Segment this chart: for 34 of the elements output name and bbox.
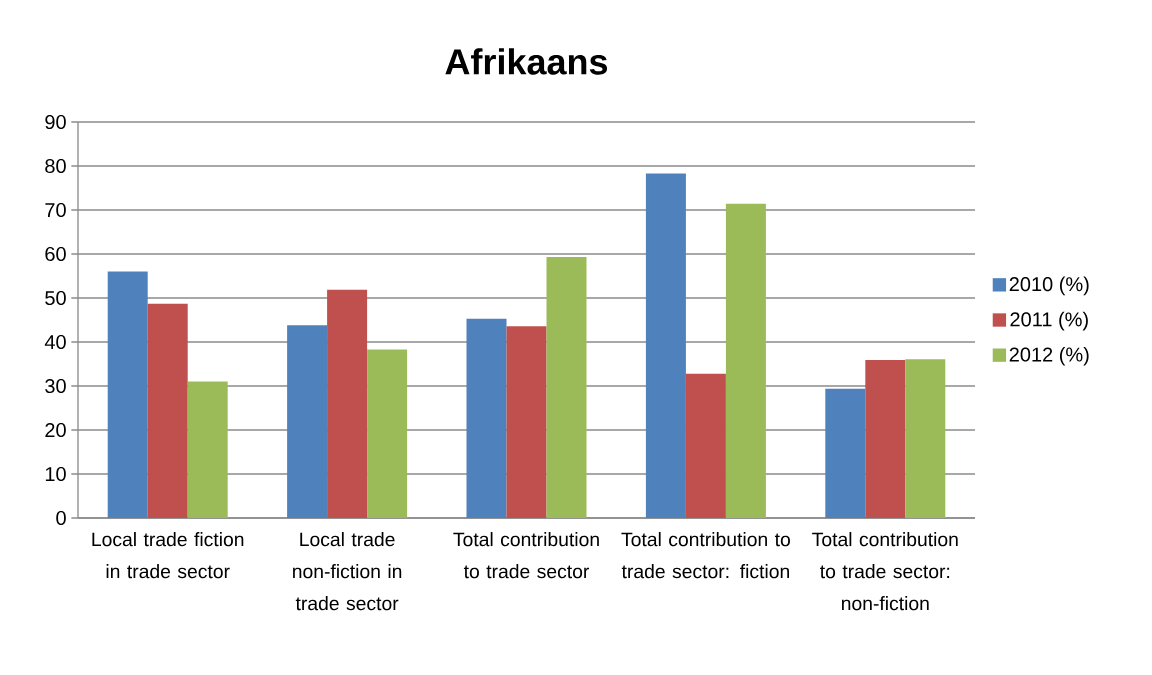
- bar: [865, 360, 906, 518]
- bar: [905, 359, 946, 518]
- bar: [825, 388, 866, 518]
- chart-title: Afrikaans: [445, 48, 608, 75]
- x-tick-label: Local trade non-fiction in trade sector: [293, 532, 402, 611]
- y-tick-label: 40: [44, 334, 66, 350]
- bar: [685, 373, 726, 518]
- y-tick-label: 80: [45, 158, 66, 174]
- bar: [327, 289, 368, 518]
- y-tick-label: 30: [45, 378, 66, 394]
- legend-label: 2010 (%): [1009, 276, 1089, 296]
- y-tick-label: 10: [45, 466, 66, 482]
- y-tick-label: 50: [45, 290, 66, 306]
- legend-label: 2011 (%): [1010, 311, 1088, 331]
- y-tick-label: 90: [45, 114, 66, 130]
- bar: [187, 381, 228, 518]
- y-tick-label: 0: [56, 510, 66, 526]
- bar: [367, 349, 408, 518]
- bar: [506, 326, 547, 518]
- y-tick-label: 20: [45, 422, 66, 438]
- y-tick-label: 60: [45, 246, 66, 262]
- bar: [147, 303, 188, 518]
- x-tick-label: Total contribution to trade sector: fiction: [621, 532, 790, 579]
- bar: [546, 257, 587, 518]
- bar: [107, 271, 148, 518]
- bar: [645, 173, 686, 518]
- y-tick-label: 70: [45, 202, 66, 218]
- legend-label: 2012 (%): [1009, 346, 1089, 366]
- bar: [466, 318, 507, 518]
- x-tick-label: Total contribution to trade sector: non-fiction: [812, 532, 958, 611]
- x-tick-label: Local trade fiction in trade sector: [92, 532, 244, 579]
- bar: [287, 325, 328, 518]
- x-tick-label: Total contribution to trade sector: [453, 532, 599, 579]
- bar: [725, 203, 766, 518]
